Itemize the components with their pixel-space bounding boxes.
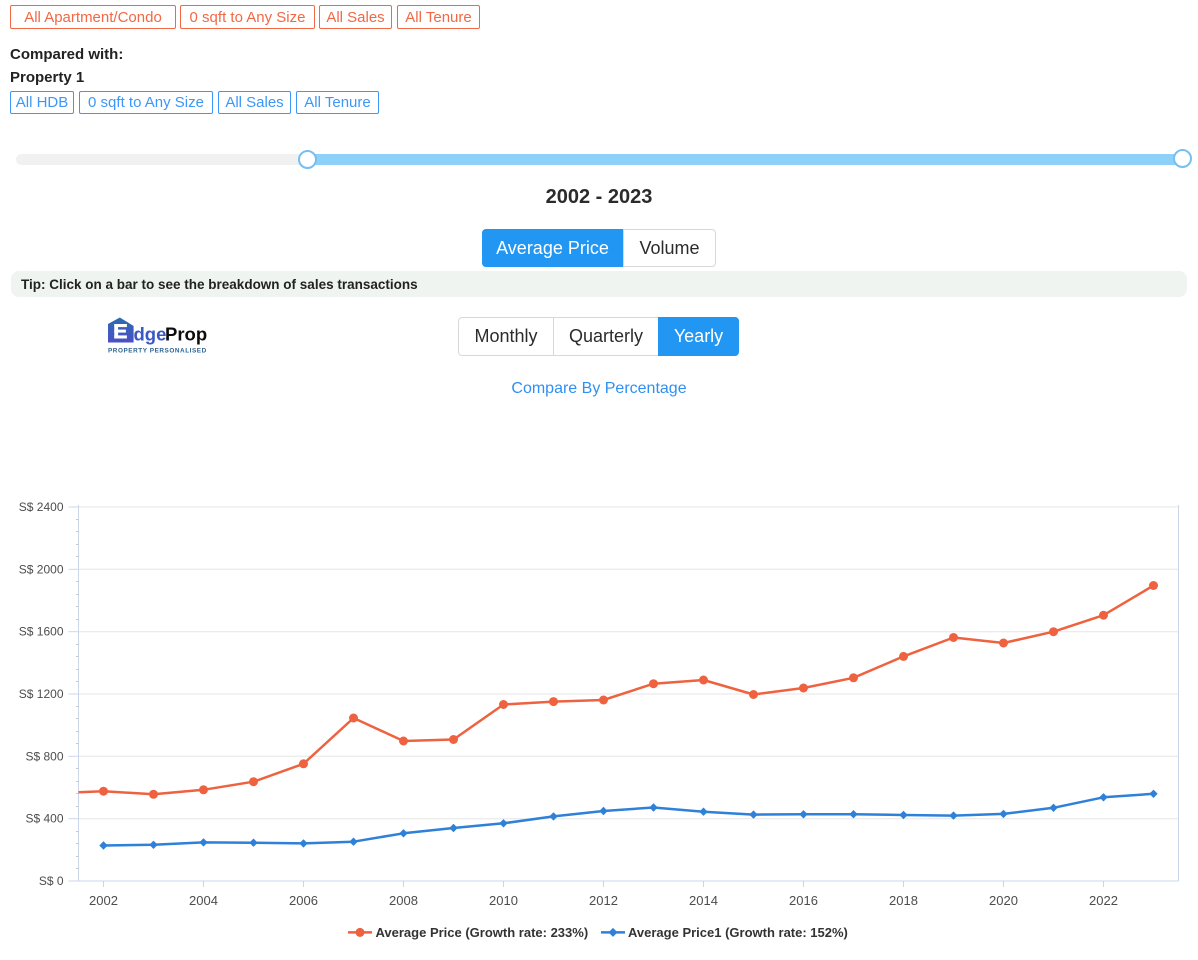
svg-text:2022: 2022 [1089, 893, 1118, 908]
svg-text:S$ 2000: S$ 2000 [19, 562, 64, 576]
svg-text:2010: 2010 [489, 893, 518, 908]
svg-text:2018: 2018 [889, 893, 918, 908]
svg-text:Average Price (Growth rate: 23: Average Price (Growth rate: 233%) [376, 925, 589, 940]
svg-text:2012: 2012 [589, 893, 618, 908]
svg-text:Average Price1 (Growth rate: 1: Average Price1 (Growth rate: 152%) [628, 925, 848, 940]
svg-text:2006: 2006 [289, 893, 318, 908]
svg-text:2014: 2014 [689, 893, 718, 908]
svg-text:Prop: Prop [165, 324, 207, 345]
svg-text:S$ 1600: S$ 1600 [19, 625, 64, 639]
svg-text:dge: dge [134, 324, 167, 345]
svg-text:2020: 2020 [989, 893, 1018, 908]
svg-text:S$ 0: S$ 0 [39, 874, 64, 888]
svg-text:S$ 800: S$ 800 [25, 749, 63, 763]
svg-text:2016: 2016 [789, 893, 818, 908]
svg-text:2004: 2004 [189, 893, 218, 908]
svg-text:PROPERTY PERSONALISED: PROPERTY PERSONALISED [108, 348, 207, 355]
svg-text:S$ 1200: S$ 1200 [19, 687, 64, 701]
svg-text:S$ 2400: S$ 2400 [19, 500, 64, 514]
svg-text:S$ 400: S$ 400 [25, 812, 63, 826]
svg-text:2008: 2008 [389, 893, 418, 908]
svg-text:2002: 2002 [89, 893, 118, 908]
